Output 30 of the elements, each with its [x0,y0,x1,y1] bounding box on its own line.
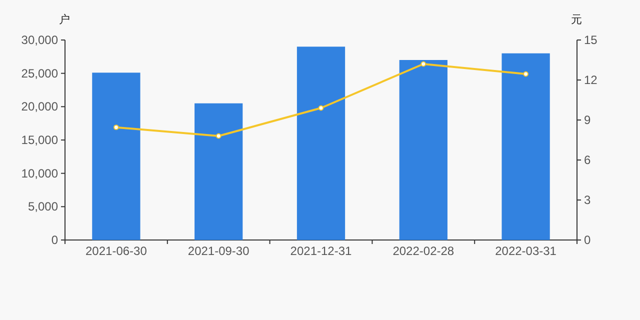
y2-tick-label: 0 [584,233,591,247]
y-tick-label: 5,000 [28,200,58,214]
point [523,71,528,77]
y2-tick-label: 3 [584,193,591,207]
y-axis-title: 户 [59,13,70,26]
point [216,133,222,139]
x-tick-label: 2021-06-30 [86,244,148,258]
point [318,105,324,111]
point [114,124,119,130]
y2-tick-label: 15 [584,33,598,47]
y-tick-label: 20,000 [21,100,58,114]
y-tick-label: 25,000 [21,66,58,80]
x-tick-label: 2021-12-31 [290,244,352,258]
y-tick-label: 10,000 [21,166,58,180]
point [420,61,426,67]
x-tick-label: 2022-02-28 [392,244,454,258]
y2-tick-label: 6 [584,153,591,167]
y2-tick-label: 12 [584,73,598,87]
bar [296,46,346,240]
y-tick-label: 15,000 [21,133,58,147]
bar [399,60,448,240]
y-tick-label: 0 [51,233,58,247]
y2-axis-title: 元 [571,14,582,26]
x-tick-label: 2021-09-30 [188,244,250,258]
y2-tick-label: 9 [584,113,591,127]
bar [92,72,140,240]
y-tick-label: 30,000 [21,33,58,47]
x-tick-label: 2022-03-31 [495,244,557,258]
bar [502,53,550,240]
bar [194,103,243,240]
